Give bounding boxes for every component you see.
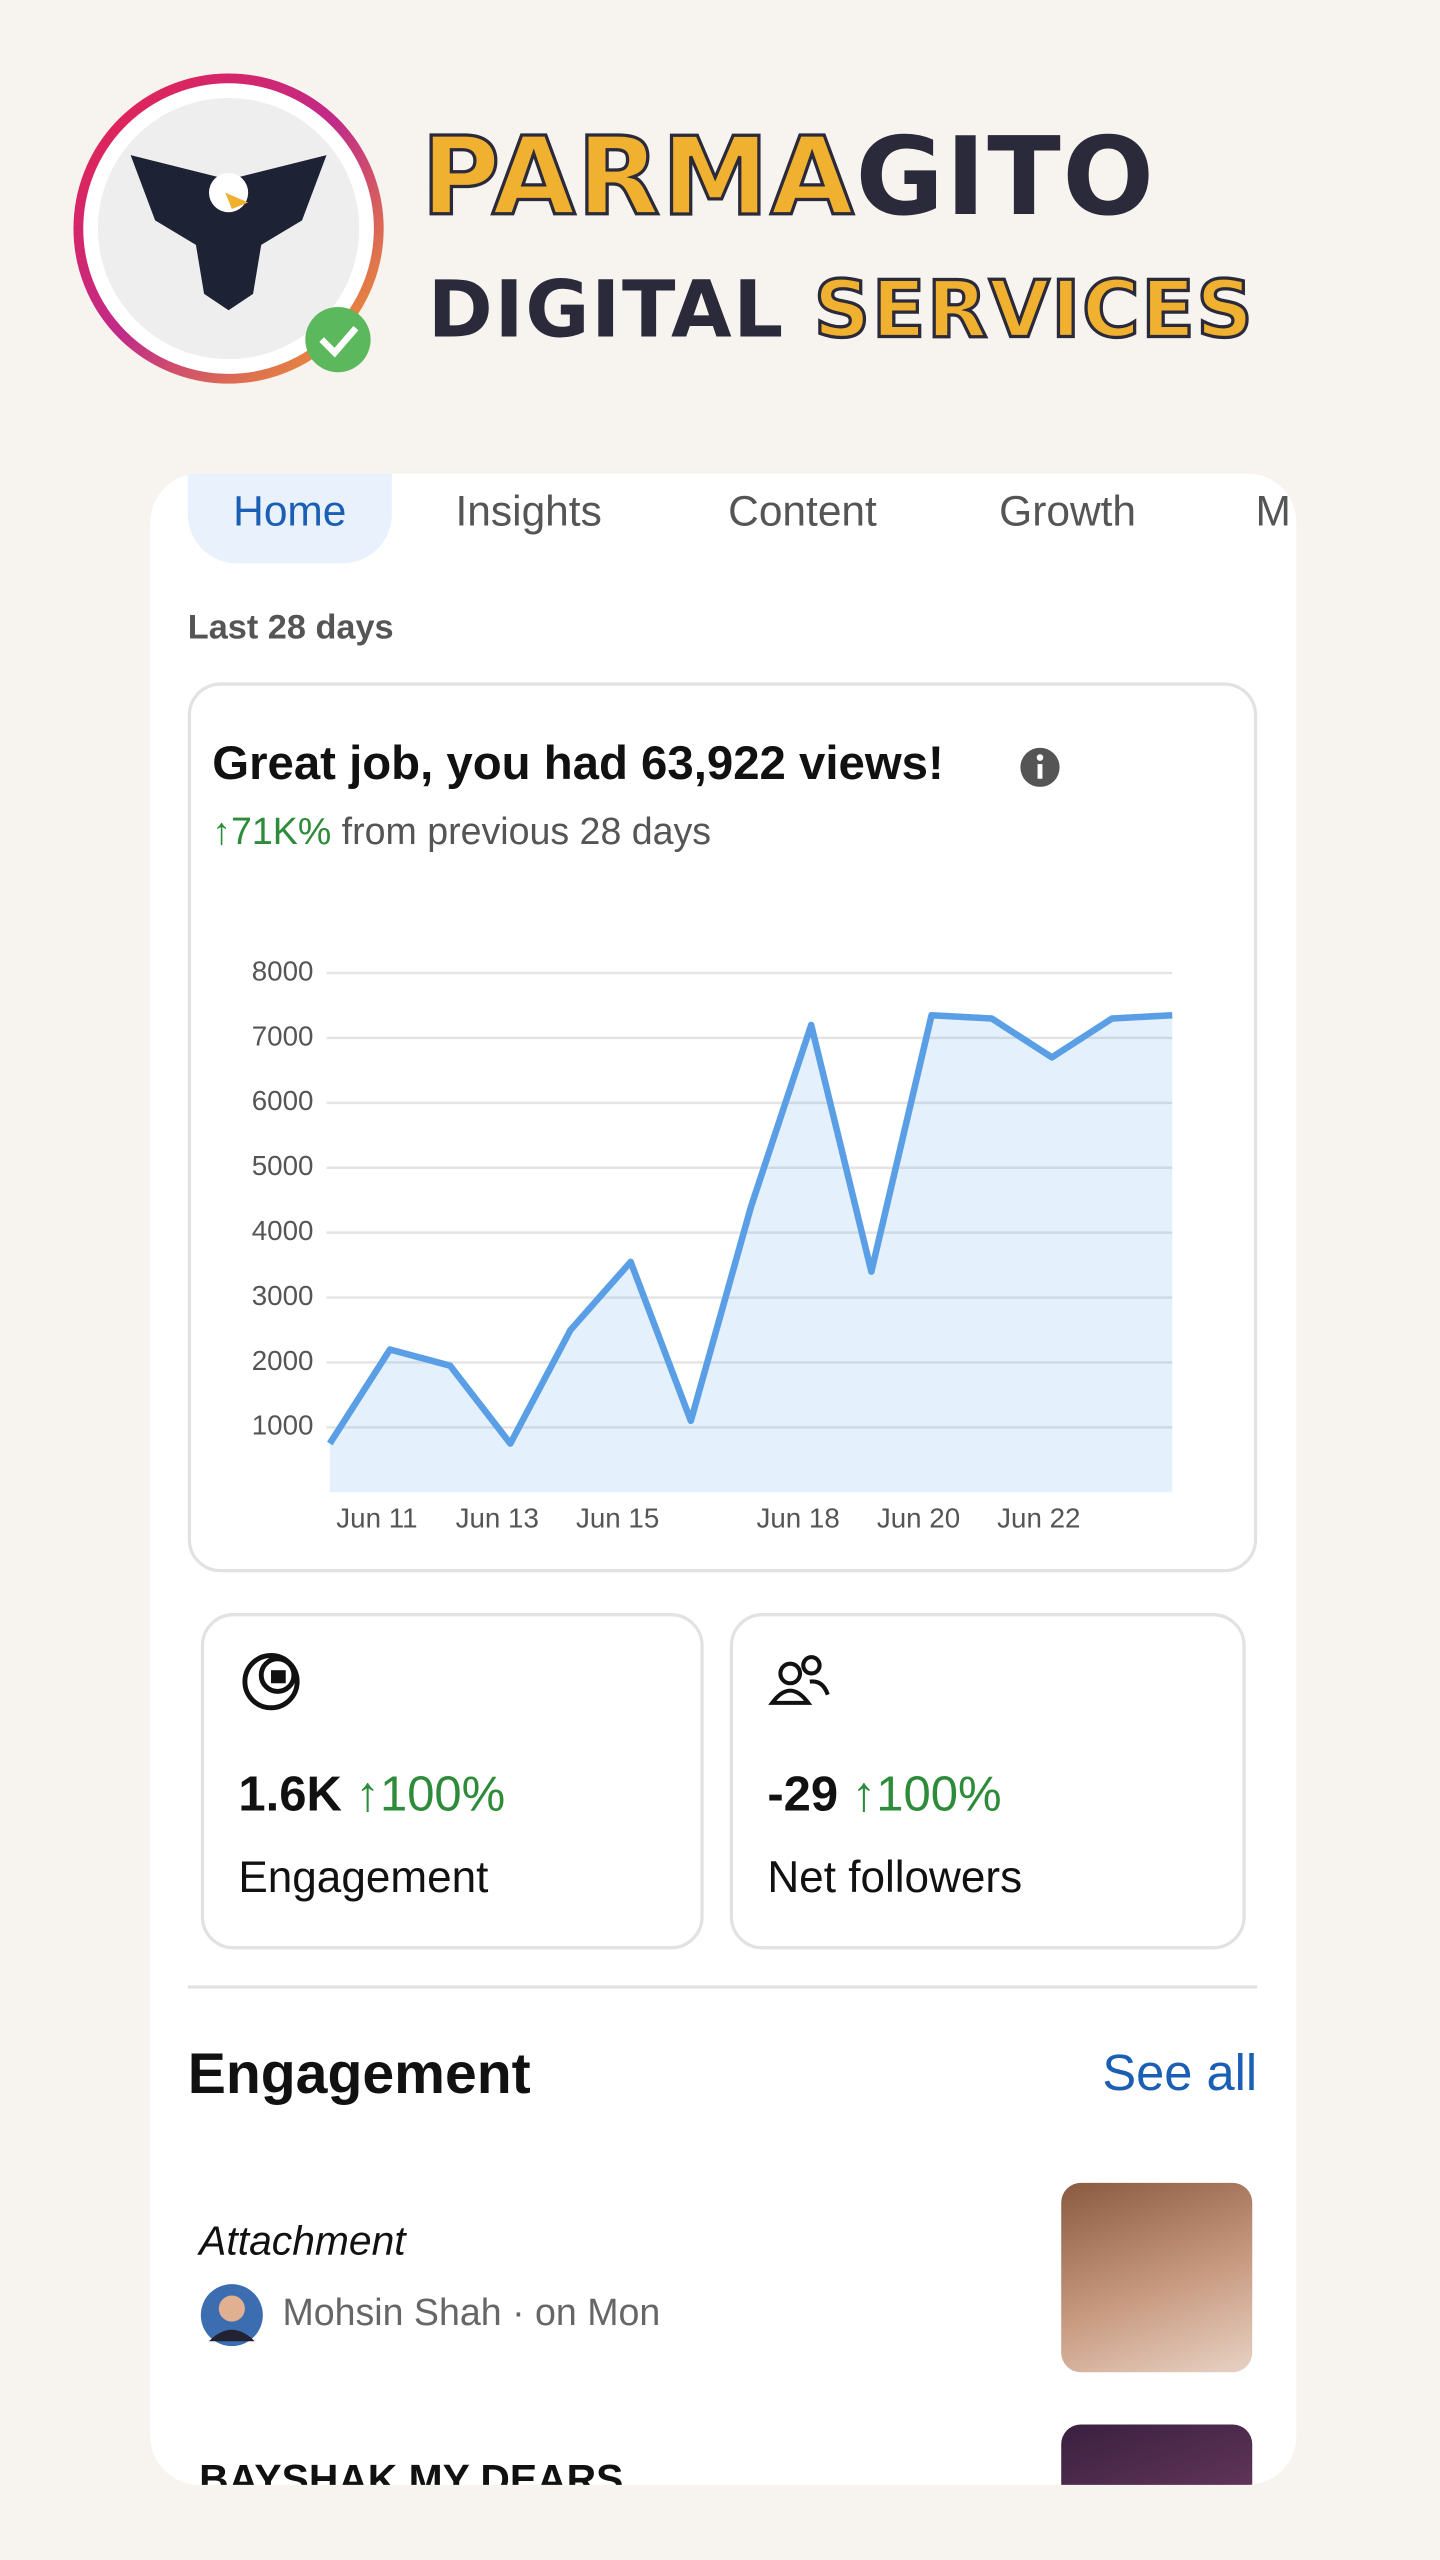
stat-number: -29 (767, 1768, 839, 1823)
brand-word: DIGITAL (427, 264, 785, 356)
y-tick-label: 1000 (252, 1410, 314, 1441)
x-tick-label: Jun 11 (336, 1502, 417, 1533)
stat-label: Net followers (767, 1853, 1023, 1903)
chart-title: Great job, you had 63,922 views! (212, 737, 944, 791)
post-thumbnail[interactable] (1061, 2424, 1253, 2485)
tab[interactable]: Home (187, 473, 392, 564)
post-title[interactable]: BAYSHAK MY DEARS (199, 2457, 624, 2485)
y-tick-label: 4000 (252, 1215, 314, 1246)
stat-label: Engagement (238, 1853, 489, 1903)
brand-word: PARMA (420, 113, 856, 242)
tab[interactable]: Growth (999, 486, 1137, 536)
subtitle-text: from previous 28 days (341, 809, 712, 853)
followers-icon (768, 1655, 830, 1705)
y-tick-label: 8000 (252, 955, 314, 986)
see-all[interactable]: See all (1102, 2044, 1258, 2102)
avatar (200, 2284, 263, 2347)
divider (187, 1985, 1258, 1989)
stat-value: -29 ↑100% (767, 1768, 1001, 1824)
period: Last 28 days (187, 608, 394, 647)
info-icon[interactable] (1019, 746, 1061, 788)
brand-line2: DIGITAL SERVICES (427, 263, 1255, 358)
x-tick-label: Jun 22 (997, 1502, 1080, 1533)
stat-change: ↑100% (355, 1768, 506, 1823)
brand-word: SERVICES (812, 263, 1255, 358)
x-tick-label: Jun 20 (877, 1502, 960, 1533)
eagle-beak (225, 192, 249, 209)
check (319, 326, 359, 358)
stat-change: ↑100% (851, 1768, 1002, 1823)
tab[interactable]: Content (728, 486, 877, 536)
section-title: Engagement (187, 2042, 531, 2107)
tab[interactable]: Insights (455, 486, 602, 536)
y-tick-label: 7000 (252, 1020, 314, 1051)
tab[interactable]: M (1255, 486, 1291, 536)
chart-card (187, 682, 1258, 1573)
post-meta: Mohsin Shah · on Mon (282, 2290, 661, 2334)
y-tick-label: 3000 (252, 1280, 314, 1311)
eagle (130, 155, 327, 311)
chart-subtitle: ↑71K% from previous 28 days (212, 810, 711, 854)
x-tick-label: Jun 13 (456, 1502, 539, 1533)
stat-card[interactable] (200, 1613, 704, 1950)
stat-number: 1.6K (238, 1768, 342, 1823)
brand-word: GITO (855, 114, 1156, 240)
verified-badge (305, 306, 371, 373)
post-title[interactable]: Attachment (199, 2218, 406, 2265)
y-tick-label: 6000 (252, 1085, 314, 1116)
area (329, 1015, 1173, 1493)
logo (73, 73, 384, 384)
brand-line1: PARMAGITO (420, 113, 1156, 242)
app-card: Home Insights Content Growth M Last 28 d… (150, 473, 1297, 2485)
line (327, 1011, 1173, 1447)
engagement-icon (242, 1653, 300, 1711)
post-thumbnail[interactable] (1061, 2182, 1253, 2373)
y-tick-label: 2000 (252, 1345, 314, 1376)
change: ↑71K% (212, 809, 332, 853)
x-tick-label: Jun 15 (576, 1502, 659, 1533)
x-tick-label: Jun 18 (756, 1502, 839, 1533)
stat-card[interactable] (729, 1613, 1246, 1950)
y-tick-label: 5000 (252, 1150, 314, 1181)
stat-value: 1.6K ↑100% (238, 1768, 505, 1824)
